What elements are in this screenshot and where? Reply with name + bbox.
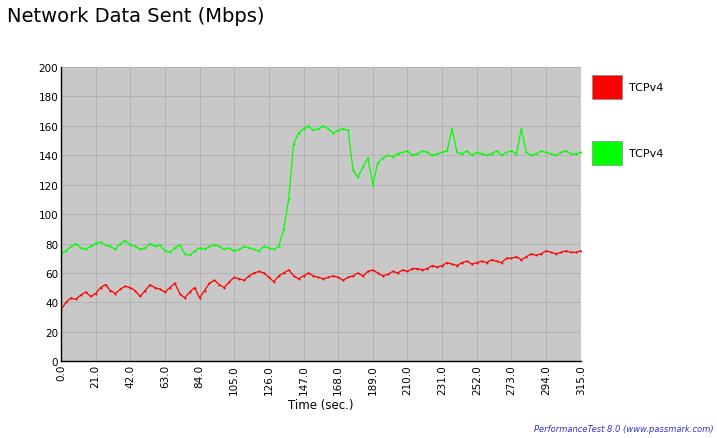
X-axis label: Time (sec.): Time (sec.)	[288, 398, 353, 411]
Text: PerformanceTest 8.0 (www.passmark.com): PerformanceTest 8.0 (www.passmark.com)	[533, 424, 713, 433]
Text: Network Data Sent (Mbps): Network Data Sent (Mbps)	[7, 7, 265, 25]
Text: TCPv4: TCPv4	[629, 148, 663, 158]
Text: TCPv4: TCPv4	[629, 83, 663, 92]
